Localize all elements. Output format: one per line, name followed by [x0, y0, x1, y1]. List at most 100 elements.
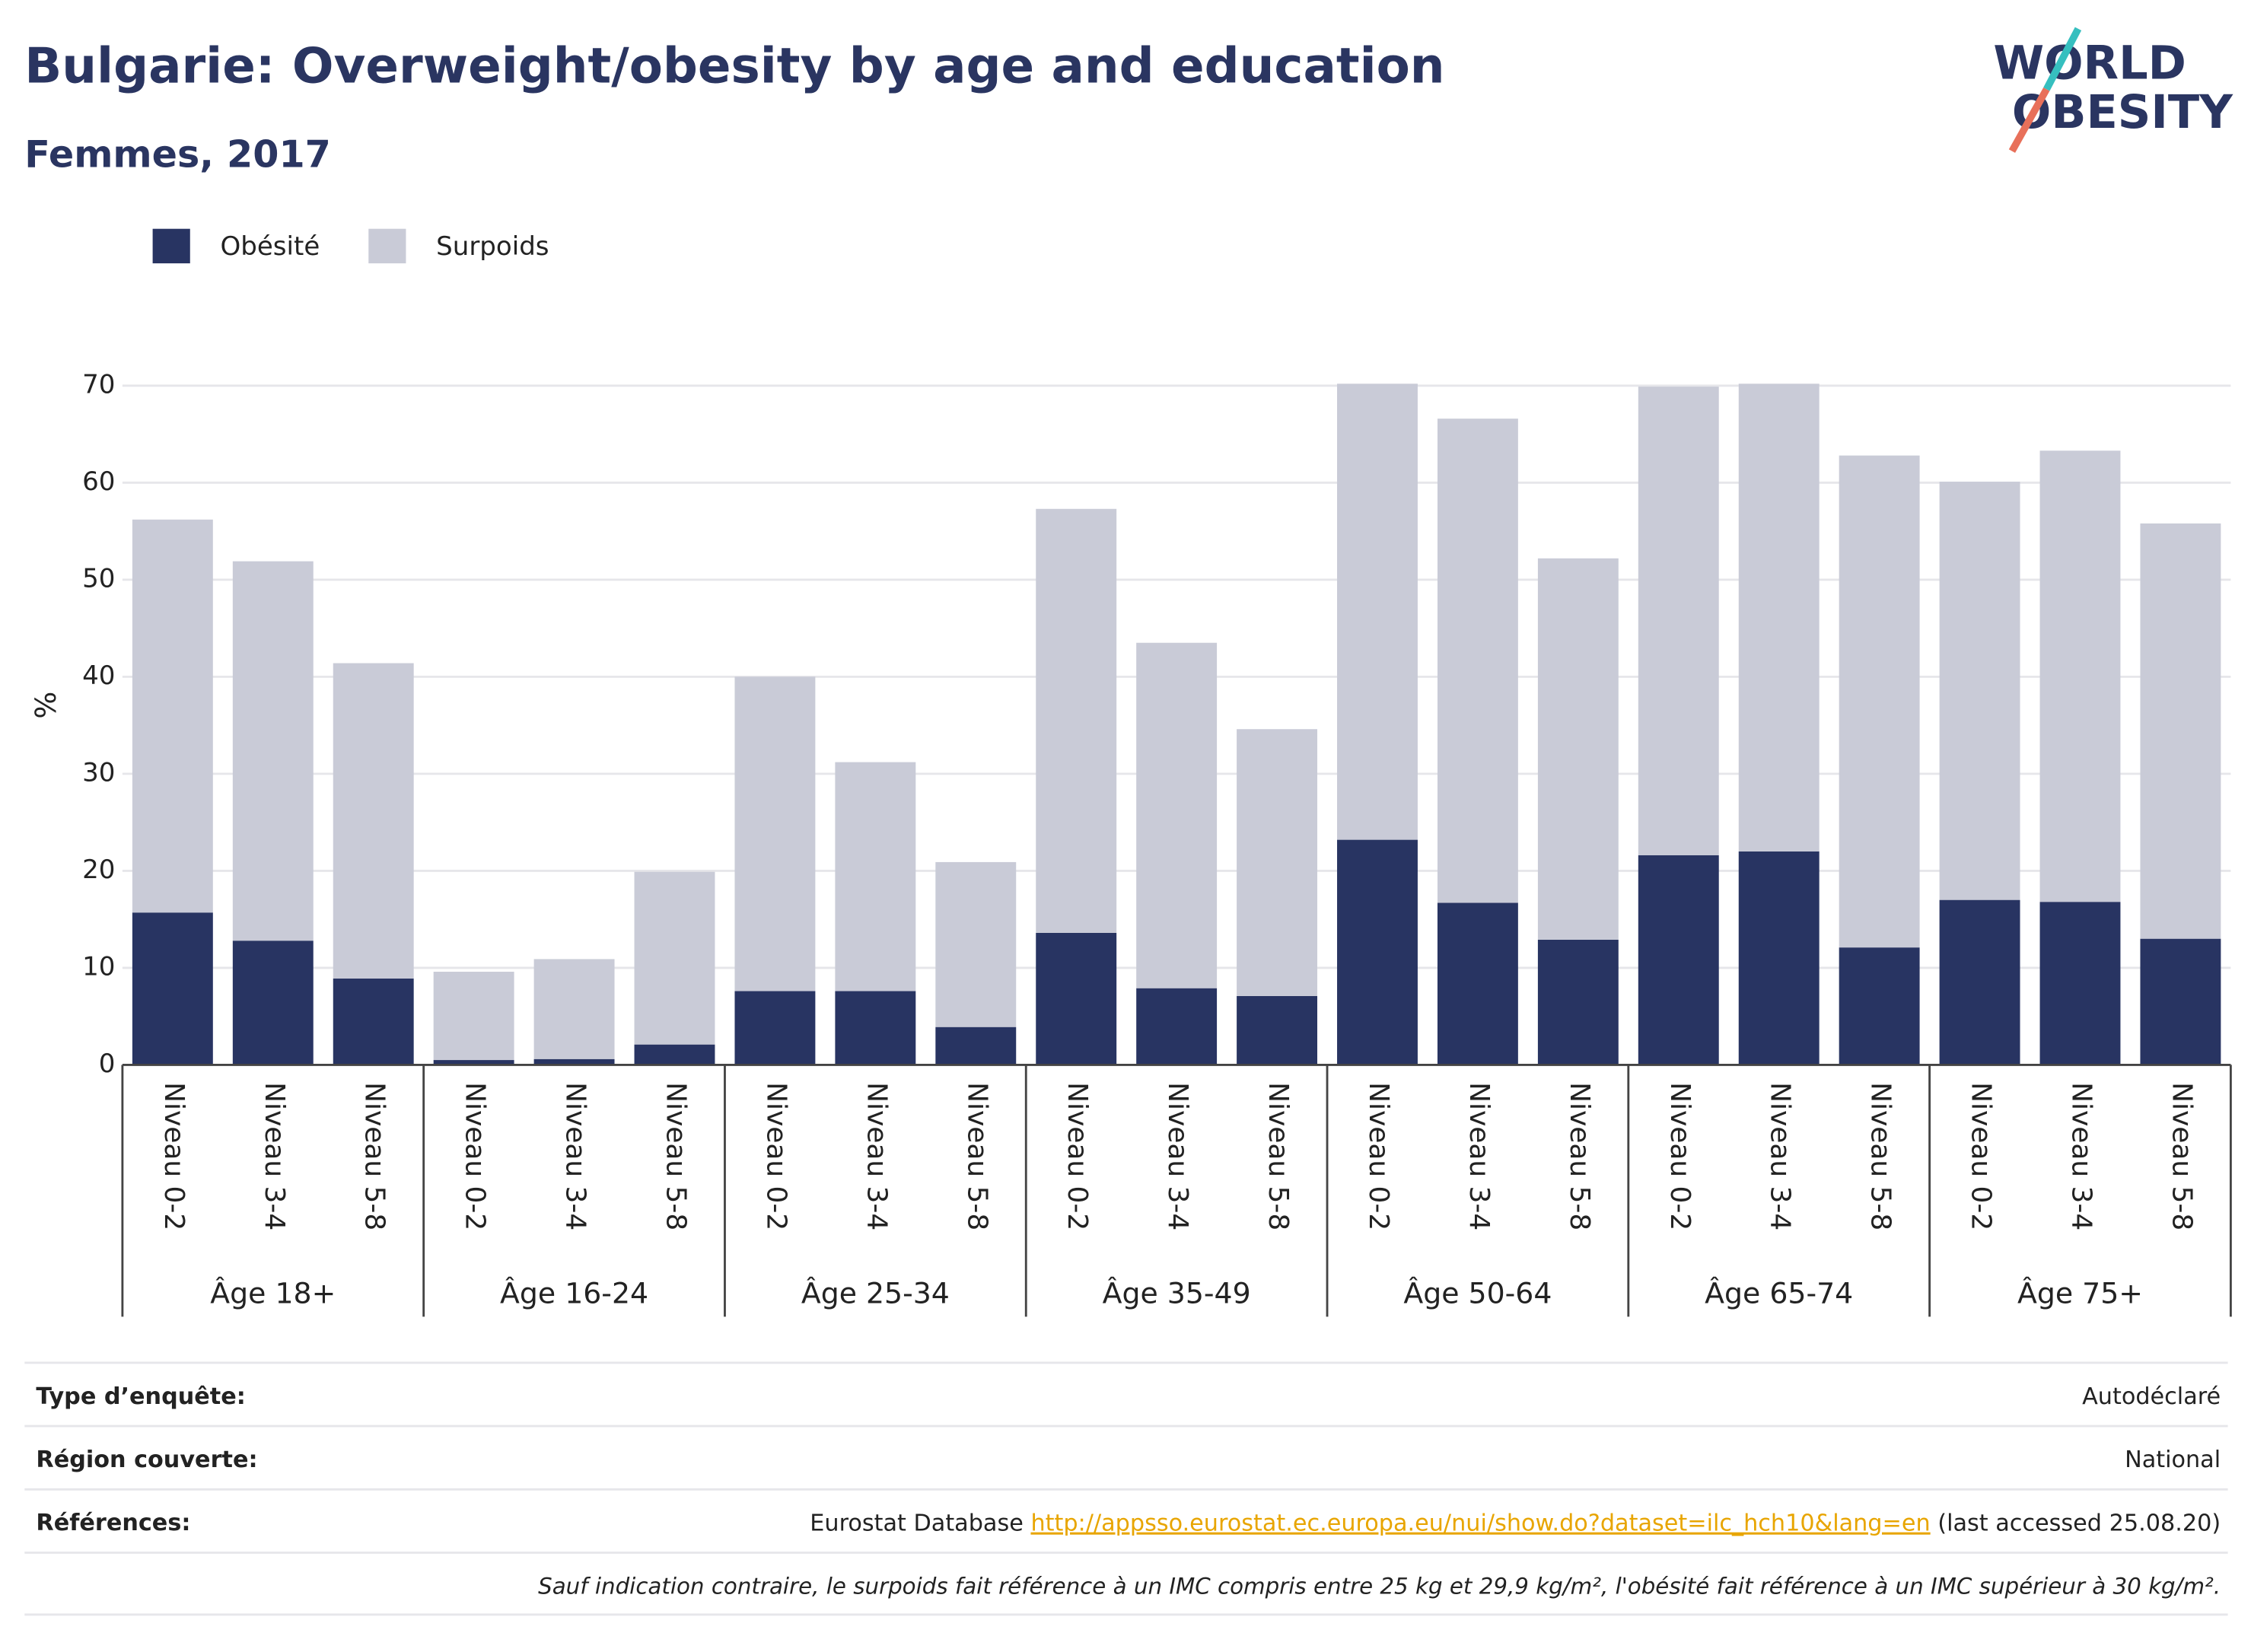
x-tick-label: Niveau 5-8: [961, 1082, 992, 1230]
x-tick-label: Niveau 5-8: [359, 1082, 390, 1230]
bar-segment: [1738, 851, 1820, 1065]
logo-slash: [2043, 27, 2082, 91]
bar-segment: [2140, 938, 2221, 1065]
bar-segment: [734, 991, 816, 1065]
bar-segment: [2140, 523, 2221, 939]
bar-segment: [1839, 455, 1920, 948]
x-tick-label: Niveau 0-2: [460, 1082, 491, 1230]
bar-segment: [935, 861, 1017, 1027]
x-tick-label: Niveau 0-2: [760, 1082, 791, 1230]
footnote: Sauf indication contraire, le surpoids f…: [538, 1573, 2221, 1599]
logo-slash: [2008, 87, 2050, 153]
row-value: National: [2125, 1447, 2221, 1473]
bar-segment: [1839, 947, 1920, 1065]
legend-swatch: [152, 228, 190, 264]
x-tick-label: Niveau 0-2: [158, 1082, 189, 1230]
bar-segment: [2039, 902, 2121, 1065]
bar-segment: [1036, 933, 1117, 1065]
bar-segment: [533, 959, 615, 1059]
accessed: (last accessed 25.08.20): [1937, 1510, 2221, 1536]
bar-segment: [1437, 902, 1518, 1065]
x-tick-label: Niveau 0-2: [1664, 1082, 1695, 1230]
chart-title: Bulgarie: Overweight/obesity by age and …: [24, 37, 1444, 94]
y-tick-label: 50: [82, 563, 115, 594]
x-tick-label: Niveau 0-2: [1062, 1082, 1093, 1230]
source: Eurostat Database: [810, 1510, 1024, 1536]
logo-text: WORLD: [1993, 37, 2186, 91]
bar-segment: [1437, 419, 1518, 903]
bar-segment: [1337, 839, 1418, 1065]
x-tick-label: Niveau 5-8: [2166, 1082, 2197, 1230]
bar-segment: [433, 1060, 514, 1065]
logo-text: OBESITY: [2012, 86, 2233, 139]
bar-segment: [1237, 995, 1318, 1065]
bar-segment: [1638, 387, 1719, 855]
row-label: Type d’enquête:: [36, 1383, 245, 1410]
bar-segment: [433, 972, 514, 1061]
chart-subtitle: Femmes, 2017: [24, 132, 331, 177]
logo: WORLD OBESITY: [1993, 27, 2233, 153]
group-label: Âge 35-49: [1103, 1277, 1251, 1310]
x-tick-label: Niveau 3-4: [259, 1082, 290, 1230]
bar-segment: [734, 676, 816, 992]
group-label: Âge 75+: [2017, 1277, 2143, 1310]
x-tick-label: Niveau 5-8: [1865, 1082, 1896, 1230]
bar-segment: [232, 941, 314, 1065]
bar-segment: [835, 991, 916, 1065]
bar-segment: [835, 762, 916, 992]
y-tick-label: 0: [99, 1049, 116, 1079]
group-label: Âge 16-24: [500, 1277, 648, 1310]
bar-segment: [333, 663, 414, 979]
legend-swatch: [368, 228, 406, 264]
y-tick-label: 40: [82, 660, 115, 691]
bar-segment: [935, 1027, 1017, 1065]
bar-segment: [1337, 384, 1418, 840]
x-tick-label: Niveau 0-2: [1966, 1082, 1997, 1230]
y-tick-label: 10: [82, 951, 115, 982]
bar-segment: [1136, 988, 1218, 1065]
x-tick-label: Niveau 3-4: [1765, 1082, 1796, 1230]
bar-segment: [333, 978, 414, 1065]
legend-label: Surpoids: [436, 231, 549, 262]
x-tick-label: Niveau 3-4: [1162, 1082, 1193, 1230]
row-label: Région couverte:: [36, 1447, 257, 1473]
bar-segment: [634, 871, 715, 1045]
x-tick-label: Niveau 5-8: [1262, 1082, 1294, 1230]
bar-segment: [1237, 729, 1318, 996]
bar-segment: [634, 1044, 715, 1065]
group-label: Âge 65-74: [1705, 1277, 1853, 1310]
y-tick-label: 70: [82, 369, 115, 399]
bar-segment: [1638, 855, 1719, 1065]
x-tick-label: Niveau 3-4: [1463, 1082, 1495, 1230]
bar-segment: [132, 519, 213, 913]
y-tick-label: 60: [82, 466, 115, 497]
row-label: Références:: [36, 1510, 190, 1536]
legend-label: Obésité: [220, 231, 320, 262]
group-label: Âge 50-64: [1403, 1277, 1552, 1310]
group-label: Âge 18+: [210, 1277, 336, 1310]
x-tick-label: Niveau 5-8: [660, 1082, 691, 1230]
group-label: Âge 25-34: [801, 1277, 950, 1310]
bar-segment: [1939, 482, 2020, 900]
bar-segment: [1537, 939, 1619, 1065]
bar-segment: [1136, 642, 1218, 988]
bar-segment: [1738, 384, 1820, 851]
row-value: Eurostat Database http://appsso.eurostat…: [810, 1510, 2221, 1536]
bar-segment: [2039, 450, 2121, 902]
bar-segment: [232, 561, 314, 941]
x-tick-label: Niveau 0-2: [1363, 1082, 1394, 1230]
bar-segment: [1537, 558, 1619, 940]
x-tick-label: Niveau 3-4: [2065, 1082, 2097, 1230]
bar-segment: [132, 912, 213, 1065]
x-tick-label: Niveau 3-4: [560, 1082, 591, 1230]
link: http://appsso.eurostat.ec.europa.eu/nui/…: [1030, 1510, 1930, 1536]
bar-segment: [1036, 508, 1117, 934]
x-tick-label: Niveau 5-8: [1564, 1082, 1595, 1230]
y-axis-label: %: [29, 692, 62, 719]
bar-segment: [533, 1058, 615, 1065]
x-tick-label: Niveau 3-4: [861, 1082, 892, 1230]
row-value: Autodéclaré: [2082, 1383, 2221, 1410]
y-tick-label: 30: [82, 757, 115, 788]
